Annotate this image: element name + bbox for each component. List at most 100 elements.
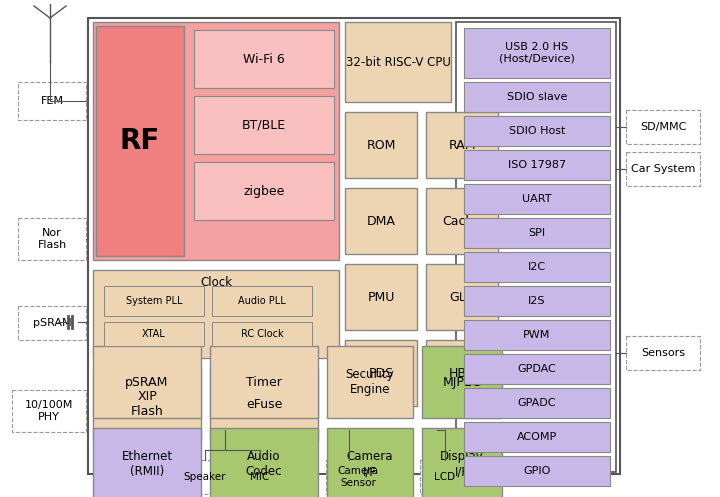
Bar <box>464 218 610 248</box>
Text: Security
Engine: Security Engine <box>346 368 395 396</box>
Bar <box>210 428 318 497</box>
Text: Wi-Fi 6: Wi-Fi 6 <box>243 53 285 66</box>
Bar <box>93 22 339 260</box>
Text: System PLL: System PLL <box>126 296 182 306</box>
Text: Clock: Clock <box>200 275 232 288</box>
Bar <box>464 286 610 316</box>
Bar <box>464 252 610 282</box>
Text: HBN: HBN <box>449 366 476 380</box>
Bar <box>345 22 451 102</box>
Text: eFuse: eFuse <box>246 398 282 411</box>
Text: Timer: Timer <box>246 376 282 389</box>
Bar <box>345 188 417 254</box>
Bar <box>626 152 700 186</box>
Text: BT/BLE: BT/BLE <box>242 118 286 132</box>
Text: Speaker: Speaker <box>184 472 226 482</box>
Text: GPIO: GPIO <box>523 466 551 476</box>
Text: Audio PLL: Audio PLL <box>238 296 286 306</box>
Text: PWM: PWM <box>523 330 551 340</box>
Bar <box>464 388 610 418</box>
Text: pSRAM: pSRAM <box>32 318 71 328</box>
Text: XIP
Flash: XIP Flash <box>130 390 163 418</box>
Text: Display
I/F: Display I/F <box>440 450 484 478</box>
Text: DMA: DMA <box>366 215 395 228</box>
Bar <box>464 456 610 486</box>
Bar <box>210 346 318 418</box>
Text: RC Clock: RC Clock <box>240 329 283 339</box>
Bar <box>626 110 700 144</box>
Bar <box>345 264 417 330</box>
Text: SD/MMC: SD/MMC <box>640 122 686 132</box>
Text: pSRAM: pSRAM <box>125 376 168 389</box>
Bar <box>18 306 86 340</box>
Text: zigbee: zigbee <box>243 184 284 197</box>
Bar <box>104 322 204 346</box>
Text: LCD: LCD <box>434 472 456 482</box>
Bar <box>93 428 201 497</box>
Bar <box>18 82 86 120</box>
Bar <box>327 428 413 497</box>
Bar <box>327 346 413 418</box>
Bar <box>194 162 334 220</box>
Bar <box>194 96 334 154</box>
Text: RAM: RAM <box>449 139 476 152</box>
Text: 32-bit RISC-V CPU: 32-bit RISC-V CPU <box>346 56 451 69</box>
Bar <box>238 460 282 494</box>
Bar <box>212 286 312 316</box>
Bar <box>96 26 184 256</box>
Bar <box>93 368 201 440</box>
Bar <box>426 264 498 330</box>
Bar <box>194 30 334 88</box>
Bar <box>464 82 610 112</box>
Text: GPADC: GPADC <box>518 398 557 408</box>
Bar <box>345 340 417 406</box>
Bar <box>464 320 610 350</box>
Text: SDIO Host: SDIO Host <box>509 126 565 136</box>
Text: USB 2.0 HS
(Host/Device): USB 2.0 HS (Host/Device) <box>499 42 575 64</box>
Text: FEM: FEM <box>40 96 63 106</box>
Text: ACOMP: ACOMP <box>517 432 557 442</box>
Bar <box>420 460 470 494</box>
Bar <box>464 184 610 214</box>
Text: PDS: PDS <box>369 366 394 380</box>
Bar <box>104 286 204 316</box>
Text: RF: RF <box>120 127 160 155</box>
Text: ISO 17987: ISO 17987 <box>508 160 566 170</box>
Bar <box>178 460 232 494</box>
Text: PMU: PMU <box>367 291 395 304</box>
Bar <box>464 28 610 78</box>
Bar <box>93 346 201 418</box>
Bar <box>88 18 620 474</box>
Bar <box>212 322 312 346</box>
Text: ROM: ROM <box>366 139 396 152</box>
Bar <box>464 116 610 146</box>
Bar <box>422 346 502 418</box>
Bar <box>456 22 616 472</box>
Text: Audio
Codec: Audio Codec <box>246 450 282 478</box>
Bar <box>18 218 86 260</box>
Text: SDIO slave: SDIO slave <box>507 92 567 102</box>
Bar <box>464 422 610 452</box>
Bar <box>93 270 339 358</box>
Text: GLB: GLB <box>449 291 474 304</box>
Text: MJPEG: MJPEG <box>442 376 482 389</box>
Text: GPDAC: GPDAC <box>518 364 557 374</box>
Text: SPI: SPI <box>528 228 546 238</box>
Bar <box>626 336 700 370</box>
Text: 10/100M
PHY: 10/100M PHY <box>24 400 73 422</box>
Bar <box>326 460 390 494</box>
Text: XTAL: XTAL <box>142 329 166 339</box>
Text: Ethernet
(RMII): Ethernet (RMII) <box>122 450 173 478</box>
Text: UART: UART <box>522 194 552 204</box>
Bar <box>12 390 86 432</box>
Text: Camera
I/F: Camera I/F <box>347 450 393 478</box>
Bar <box>345 112 417 178</box>
Bar <box>210 368 318 440</box>
Text: Car System: Car System <box>631 164 696 174</box>
Bar <box>426 340 498 406</box>
Text: Nor
Flash: Nor Flash <box>37 228 67 250</box>
Text: I2C: I2C <box>528 262 546 272</box>
Bar <box>426 112 498 178</box>
Bar <box>464 150 610 180</box>
Text: I2S: I2S <box>528 296 546 306</box>
